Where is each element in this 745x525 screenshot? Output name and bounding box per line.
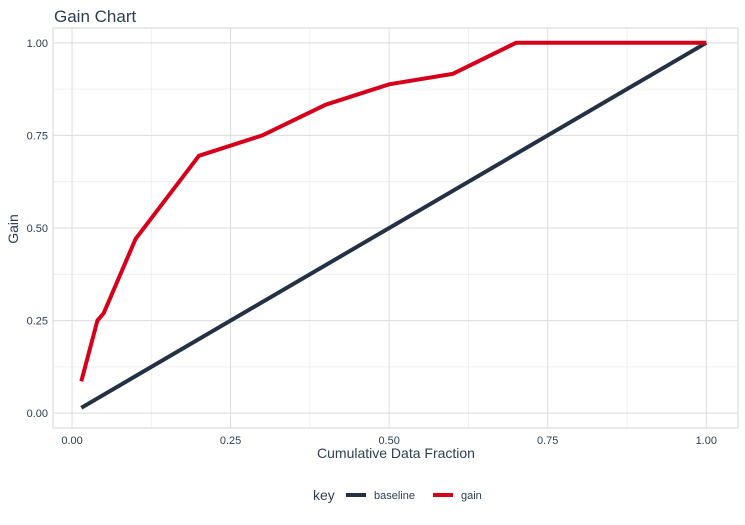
series-line-baseline: [80, 41, 708, 410]
y-tick-label: 0.25: [27, 316, 48, 328]
legend-label-baseline: baseline: [374, 490, 415, 502]
x-tick-label: 0.25: [220, 435, 241, 447]
legend-title: key: [313, 487, 335, 503]
series-line-gain: [79, 40, 707, 382]
grid: [52, 27, 739, 429]
x-tick-label: 0.00: [61, 435, 82, 447]
y-tick-label: 0.50: [27, 223, 48, 235]
tick-labels: 0.00 0.25 0.50 0.75 1.00 0.00 0.25 0.50 0.75 1.00: [27, 38, 717, 447]
legend: key baseline gain: [313, 487, 482, 503]
chart-title: Gain Chart: [54, 7, 136, 26]
x-tick-label: 0.75: [537, 435, 558, 447]
x-tick-label: 0.50: [378, 435, 399, 447]
series-lines: [79, 40, 708, 410]
y-tick-label: 0.75: [27, 130, 48, 142]
y-tick-label: 1.00: [27, 38, 48, 50]
x-axis-title: Cumulative Data Fraction: [317, 445, 475, 461]
legend-label-gain: gain: [461, 490, 482, 502]
y-tick-label: 0.00: [27, 408, 48, 420]
x-tick-label: 1.00: [696, 435, 717, 447]
y-axis-title: Gain: [5, 214, 21, 244]
